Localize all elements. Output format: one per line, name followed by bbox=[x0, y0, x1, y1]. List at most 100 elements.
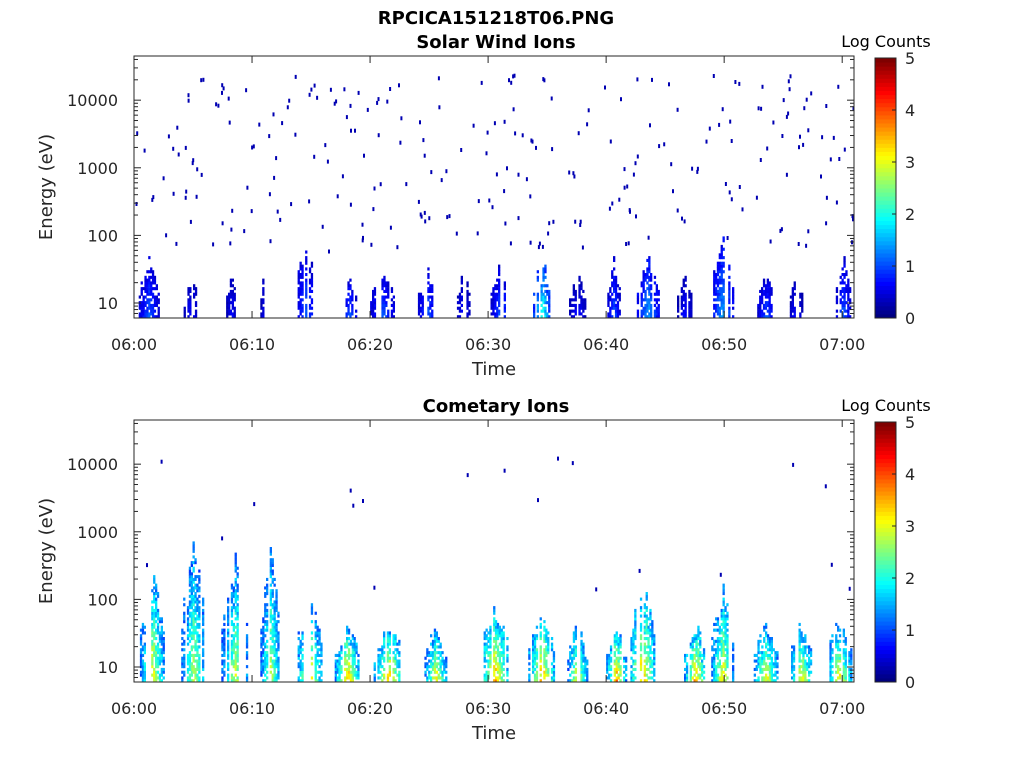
heatmap-cell bbox=[373, 287, 377, 291]
heatmap-cell bbox=[245, 653, 249, 657]
colorbar-segment bbox=[875, 220, 896, 226]
heatmap-cell bbox=[616, 306, 620, 310]
heatmap-cell bbox=[190, 577, 193, 581]
heatmap-cell bbox=[346, 673, 349, 677]
heatmap-cell bbox=[271, 676, 274, 680]
heatmap-cell bbox=[768, 301, 771, 305]
heatmap-cell bbox=[720, 645, 723, 649]
heatmap-cell bbox=[314, 622, 317, 626]
heatmap-cell bbox=[726, 676, 729, 680]
heatmap-cell bbox=[228, 301, 231, 305]
heatmap-cell bbox=[483, 676, 486, 680]
heatmap-cell bbox=[273, 611, 276, 615]
heatmap-cell bbox=[646, 298, 649, 302]
heatmap-cell bbox=[496, 622, 500, 626]
heatmap-cell bbox=[766, 667, 770, 671]
heatmap-cell bbox=[198, 637, 201, 641]
heatmap-cell bbox=[230, 600, 234, 604]
heatmap-cell bbox=[485, 645, 488, 649]
heatmap-cell bbox=[421, 312, 424, 316]
heatmap-cell bbox=[645, 667, 648, 671]
heatmap-cell bbox=[460, 278, 463, 282]
heatmap-cell bbox=[496, 292, 499, 296]
heatmap-cell bbox=[390, 312, 394, 316]
heatmap-cell bbox=[314, 670, 317, 674]
heatmap-cell bbox=[617, 651, 620, 655]
heatmap-cell bbox=[493, 673, 496, 677]
heatmap-cell bbox=[639, 614, 643, 618]
heatmap-cell bbox=[245, 642, 249, 646]
heatmap-cell bbox=[696, 166, 699, 171]
heatmap-cell bbox=[269, 552, 272, 556]
heatmap-cell bbox=[842, 673, 845, 677]
heatmap-cell bbox=[768, 639, 772, 643]
heatmap-cell bbox=[726, 637, 729, 641]
heatmap-cell bbox=[503, 287, 506, 291]
heatmap-cell bbox=[718, 264, 721, 268]
heatmap-cell bbox=[233, 287, 236, 291]
heatmap-cell bbox=[792, 659, 796, 663]
heatmap-cell bbox=[533, 673, 537, 677]
heatmap-cell bbox=[190, 622, 193, 626]
heatmap-cell bbox=[388, 665, 391, 669]
heatmap-cell bbox=[805, 97, 808, 102]
heatmap-cell bbox=[689, 676, 692, 680]
heatmap-cell bbox=[299, 659, 302, 663]
heatmap-cell bbox=[269, 583, 272, 587]
heatmap-cell bbox=[158, 639, 162, 643]
heatmap-cell bbox=[394, 648, 397, 652]
heatmap-cell bbox=[387, 292, 390, 296]
heatmap-cell bbox=[688, 306, 691, 310]
heatmap-cell bbox=[226, 301, 229, 305]
heatmap-cell bbox=[153, 645, 156, 649]
heatmap-cell bbox=[485, 673, 488, 677]
heatmap-cell bbox=[392, 656, 395, 660]
heatmap-cell bbox=[144, 284, 147, 288]
heatmap-cell bbox=[684, 284, 687, 288]
heatmap-cell bbox=[843, 264, 846, 268]
heatmap-cell bbox=[711, 679, 714, 683]
heatmap-cell bbox=[807, 229, 810, 234]
heatmap-cell bbox=[227, 651, 230, 655]
heatmap-cell bbox=[770, 656, 773, 660]
heatmap-cell bbox=[198, 589, 201, 593]
heatmap-cell bbox=[606, 670, 609, 674]
heatmap-cell bbox=[202, 639, 205, 643]
heatmap-cell bbox=[765, 631, 768, 635]
heatmap-cell bbox=[543, 648, 546, 652]
heatmap-cell bbox=[547, 673, 550, 677]
colorbar-segment bbox=[875, 313, 896, 319]
heatmap-cell bbox=[835, 287, 839, 291]
heatmap-cell bbox=[316, 659, 319, 663]
heatmap-cell bbox=[487, 670, 490, 674]
heatmap-cell bbox=[732, 289, 735, 293]
heatmap-cell bbox=[689, 642, 692, 646]
heatmap-cell bbox=[192, 656, 195, 660]
heatmap-cell bbox=[645, 679, 648, 683]
heatmap-cell bbox=[290, 202, 293, 207]
heatmap-cell bbox=[483, 642, 486, 646]
colorbar-segment bbox=[875, 139, 896, 144]
heatmap-cell bbox=[615, 659, 618, 663]
heatmap-cell bbox=[764, 287, 768, 291]
heatmap-cell bbox=[297, 301, 300, 305]
heatmap-cell bbox=[702, 653, 706, 657]
colorbar-segment bbox=[875, 466, 896, 472]
heatmap-cell bbox=[580, 284, 583, 288]
heatmap-cell bbox=[431, 303, 434, 307]
heatmap-cell bbox=[383, 306, 386, 310]
heatmap-cell bbox=[617, 645, 620, 649]
heatmap-cell bbox=[677, 301, 680, 305]
heatmap-cell bbox=[569, 653, 572, 657]
heatmap-cell bbox=[349, 639, 353, 643]
heatmap-cell bbox=[262, 309, 265, 313]
heatmap-cell bbox=[651, 659, 654, 663]
heatmap-cell bbox=[539, 648, 542, 652]
heatmap-cell bbox=[483, 653, 486, 657]
heatmap-cell bbox=[647, 631, 650, 635]
heatmap-cell bbox=[713, 665, 716, 669]
heatmap-cell bbox=[273, 676, 276, 680]
heatmap-cell bbox=[139, 662, 143, 666]
colorbar-segment bbox=[875, 159, 896, 165]
heatmap-cell bbox=[611, 273, 614, 277]
